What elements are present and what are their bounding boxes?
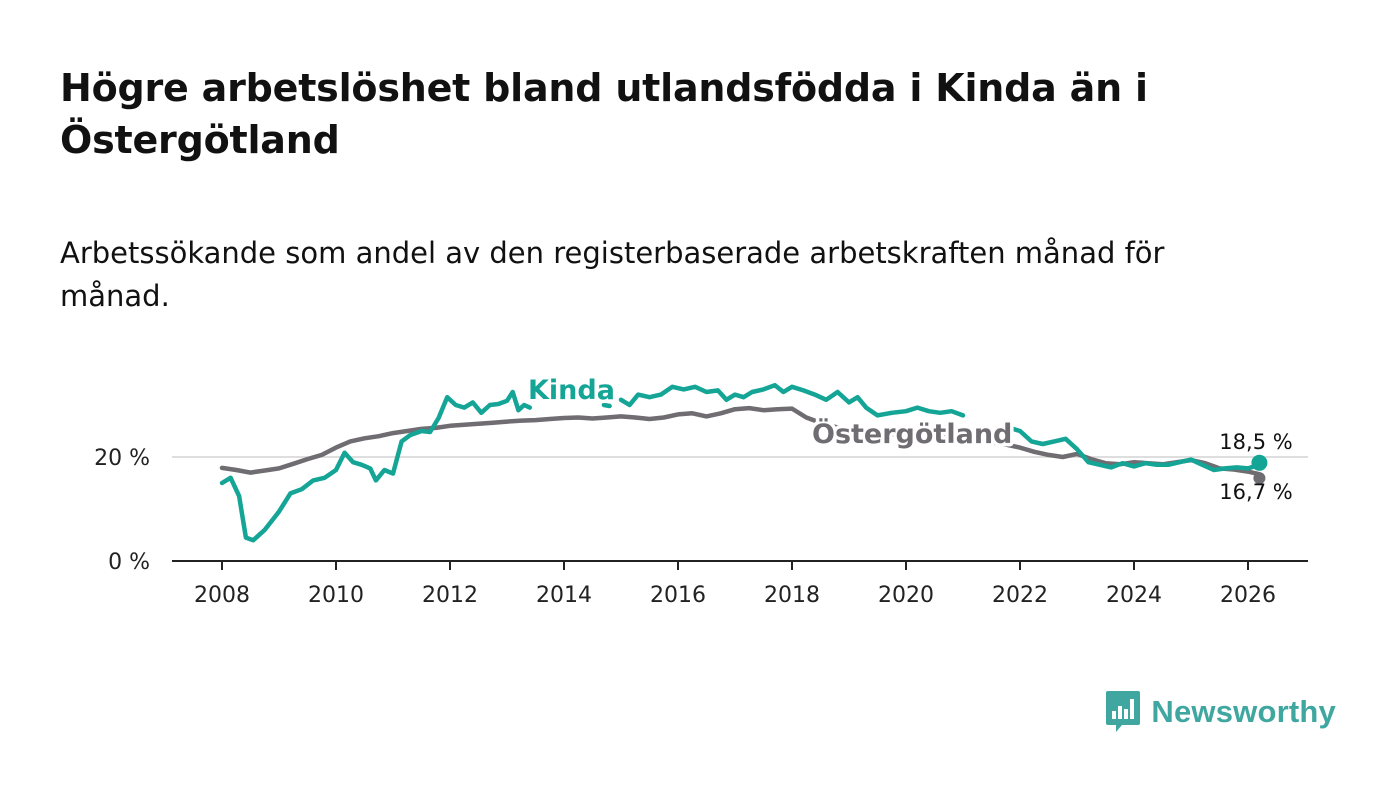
x-tick-label: 2018 bbox=[764, 583, 820, 608]
chart-title: Högre arbetslöshet bland utlandsfödda i … bbox=[60, 66, 1148, 162]
series-end-marker-kinda bbox=[1251, 454, 1268, 471]
newsworthy-logo-icon bbox=[1106, 691, 1141, 732]
x-tick-label: 2008 bbox=[194, 583, 250, 608]
series-label-kinda: Kinda bbox=[528, 375, 615, 406]
series-line-ostergotland bbox=[219, 405, 1262, 477]
series-line-kinda bbox=[601, 402, 612, 409]
brand-name: Newsworthy bbox=[1151, 694, 1336, 729]
series-label-ostergotland: Östergötland bbox=[812, 417, 1012, 450]
x-tick-label: 2024 bbox=[1106, 583, 1162, 608]
x-tick-label: 2012 bbox=[422, 583, 478, 608]
end-value-label-kinda: 18,5 % bbox=[1219, 430, 1292, 454]
x-tick-label: 2022 bbox=[992, 583, 1048, 608]
x-tick-label: 2026 bbox=[1220, 583, 1276, 608]
series-line-kinda bbox=[1009, 426, 1262, 473]
y-tick-label: 20 % bbox=[94, 446, 150, 471]
series-line-kinda bbox=[618, 382, 966, 418]
chart-subtitle: Arbetssökande som andel av den registerb… bbox=[60, 236, 1165, 313]
brand-logo: Newsworthy bbox=[1105, 690, 1336, 734]
x-tick-label: 2014 bbox=[536, 583, 592, 608]
y-tick-label: 0 % bbox=[108, 550, 150, 575]
end-value-label-ostergotland: 16,7 % bbox=[1219, 480, 1292, 504]
x-tick-label: 2016 bbox=[650, 583, 706, 608]
x-tick-label: 2020 bbox=[878, 583, 934, 608]
series-end-marker-ostergotland bbox=[1253, 472, 1266, 485]
series-line-kinda bbox=[219, 389, 533, 543]
x-tick-label: 2010 bbox=[308, 583, 364, 608]
